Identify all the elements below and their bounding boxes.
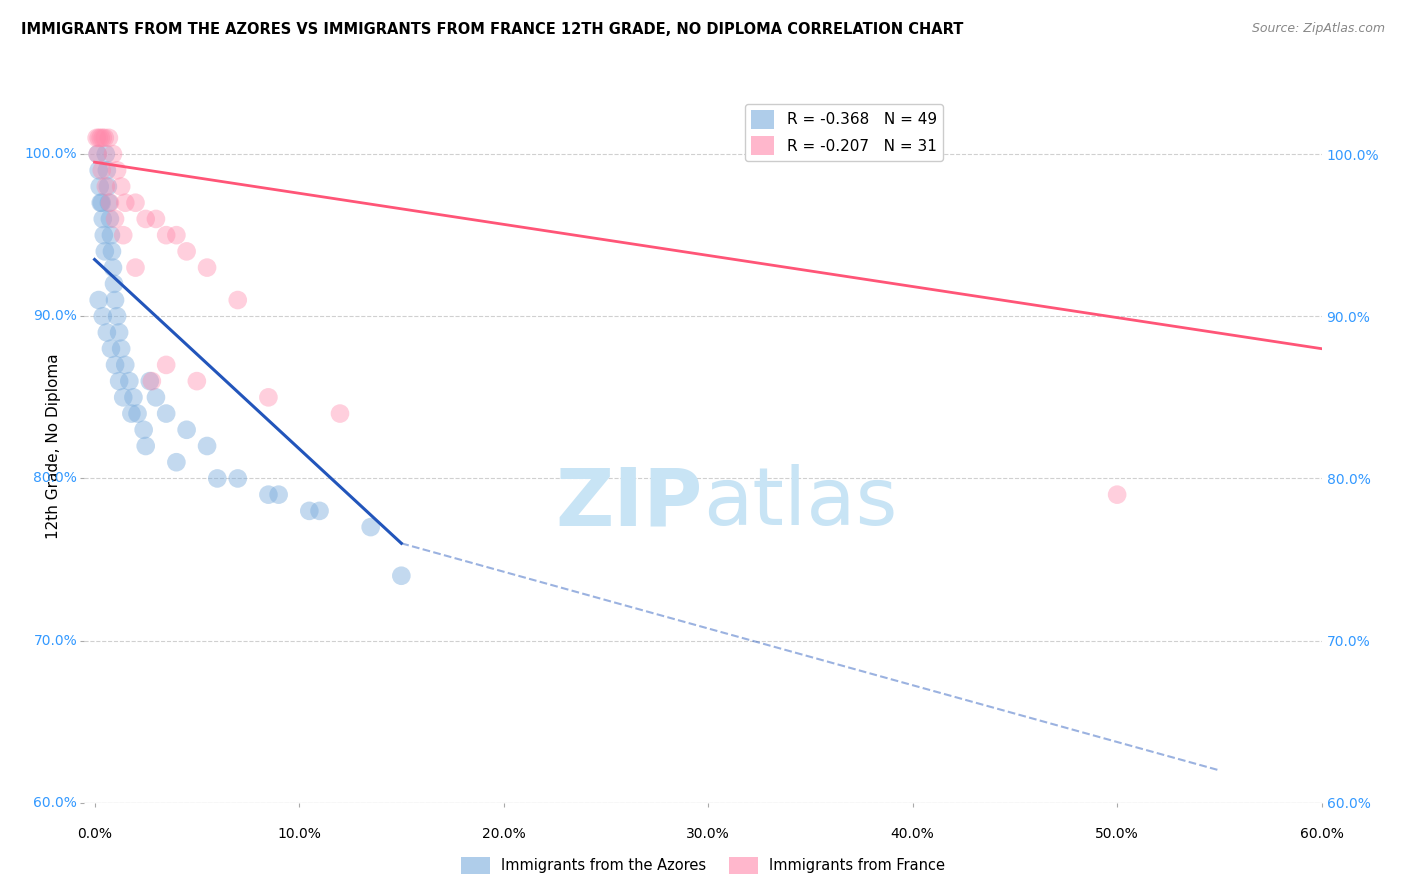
Point	[329, 407, 352, 421]
Point	[90, 163, 112, 178]
Point	[93, 228, 115, 243]
Point	[90, 195, 112, 210]
Point	[145, 211, 167, 226]
Point	[114, 358, 136, 372]
Point	[101, 244, 124, 259]
Point	[308, 504, 330, 518]
Text: 80.0%: 80.0%	[34, 472, 77, 485]
Point	[91, 131, 114, 145]
Point	[97, 195, 120, 210]
Point	[145, 390, 167, 404]
Point	[112, 390, 135, 404]
Point	[122, 390, 145, 404]
Text: 60.0%: 60.0%	[1299, 827, 1344, 841]
Point	[90, 195, 112, 210]
Point	[97, 179, 120, 194]
Point	[101, 260, 124, 275]
Point	[124, 195, 146, 210]
Point	[94, 244, 117, 259]
Point	[226, 293, 249, 307]
Point	[94, 131, 117, 145]
Point	[267, 488, 290, 502]
Point	[176, 423, 198, 437]
Legend: Immigrants from the Azores, Immigrants from France: Immigrants from the Azores, Immigrants f…	[454, 851, 952, 880]
Point	[165, 228, 187, 243]
Point	[1107, 488, 1129, 502]
Point	[135, 211, 157, 226]
Point	[86, 147, 108, 161]
Point	[91, 211, 114, 226]
Point	[105, 310, 128, 324]
Point	[110, 342, 132, 356]
Legend: R = -0.368   N = 49, R = -0.207   N = 31: R = -0.368 N = 49, R = -0.207 N = 31	[745, 104, 943, 161]
Point	[108, 326, 131, 340]
Point	[135, 439, 157, 453]
Text: 90.0%: 90.0%	[34, 310, 77, 323]
Point	[118, 374, 141, 388]
Text: IMMIGRANTS FROM THE AZORES VS IMMIGRANTS FROM FRANCE 12TH GRADE, NO DIPLOMA CORR: IMMIGRANTS FROM THE AZORES VS IMMIGRANTS…	[21, 22, 963, 37]
Point	[114, 195, 136, 210]
Point	[132, 423, 155, 437]
Point	[124, 260, 146, 275]
Point	[257, 488, 280, 502]
Point	[98, 211, 121, 226]
Point	[155, 407, 177, 421]
Point	[226, 471, 249, 485]
Point	[360, 520, 382, 534]
Y-axis label: 12th Grade, No Diploma: 12th Grade, No Diploma	[46, 353, 62, 539]
Point	[89, 179, 111, 194]
Text: 100.0%: 100.0%	[25, 147, 77, 161]
Point	[87, 293, 110, 307]
Point	[90, 131, 112, 145]
Point	[96, 163, 118, 178]
Point	[207, 471, 229, 485]
Text: ZIP: ZIP	[555, 464, 703, 542]
Text: 50.0%: 50.0%	[1095, 827, 1139, 841]
Point	[94, 179, 117, 194]
Text: 0.0%: 0.0%	[77, 827, 112, 841]
Point	[101, 147, 124, 161]
Point	[389, 568, 412, 582]
Text: 70.0%: 70.0%	[34, 633, 77, 648]
Text: 20.0%: 20.0%	[482, 827, 526, 841]
Point	[195, 260, 218, 275]
Point	[176, 244, 198, 259]
Point	[96, 326, 118, 340]
Point	[155, 358, 177, 372]
Point	[120, 407, 142, 421]
Point	[105, 163, 128, 178]
Point	[127, 407, 149, 421]
Point	[108, 374, 131, 388]
Point	[186, 374, 208, 388]
Point	[298, 504, 321, 518]
Text: 10.0%: 10.0%	[277, 827, 321, 841]
Text: 60.0%: 60.0%	[34, 796, 77, 810]
Point	[104, 358, 127, 372]
Text: 30.0%: 30.0%	[686, 827, 730, 841]
Point	[112, 228, 135, 243]
Point	[104, 211, 127, 226]
Point	[94, 147, 117, 161]
Point	[110, 179, 132, 194]
Point	[86, 131, 108, 145]
Point	[103, 277, 125, 291]
Point	[100, 228, 122, 243]
Text: Source: ZipAtlas.com: Source: ZipAtlas.com	[1251, 22, 1385, 36]
Point	[139, 374, 162, 388]
Point	[165, 455, 187, 469]
Point	[141, 374, 163, 388]
Point	[98, 195, 121, 210]
Point	[91, 310, 114, 324]
Point	[87, 131, 110, 145]
Point	[87, 163, 110, 178]
Point	[100, 342, 122, 356]
Point	[86, 147, 108, 161]
Text: 40.0%: 40.0%	[891, 827, 935, 841]
Text: atlas: atlas	[703, 464, 897, 542]
Point	[104, 293, 127, 307]
Point	[97, 131, 120, 145]
Point	[195, 439, 218, 453]
Point	[155, 228, 177, 243]
Point	[257, 390, 280, 404]
